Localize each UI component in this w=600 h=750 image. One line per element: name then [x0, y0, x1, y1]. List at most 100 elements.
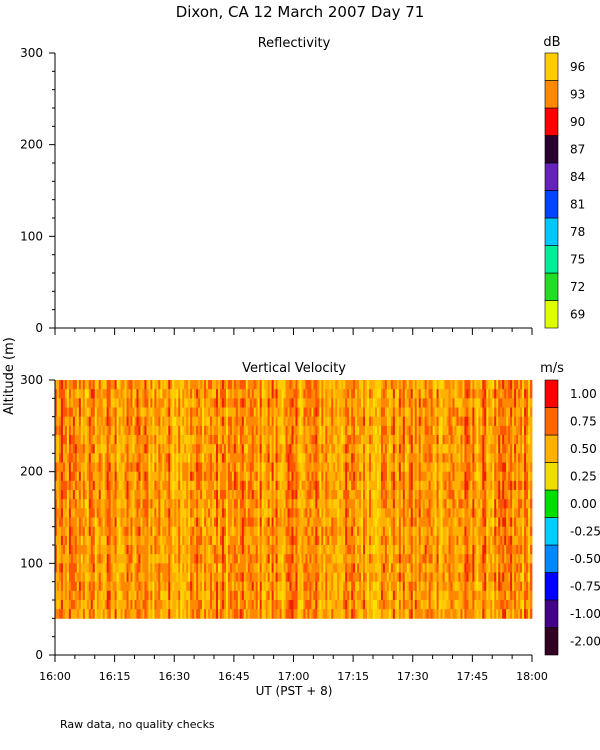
velocity-cell [106, 453, 110, 463]
velocity-cell [420, 435, 424, 445]
velocity-cell [384, 554, 388, 564]
velocity-cell [100, 508, 104, 518]
velocity-cell [361, 554, 364, 564]
velocity-cell [180, 389, 183, 399]
velocity-cell [378, 453, 382, 463]
velocity-cell [62, 398, 66, 408]
velocity-cell [182, 499, 185, 509]
velocity-cell [426, 554, 430, 564]
velocity-cell [416, 499, 420, 509]
velocity-cell [223, 554, 227, 564]
velocity-cell [212, 453, 215, 463]
velocity-cell [273, 554, 277, 564]
velocity-cell [309, 416, 312, 427]
velocity-cell [406, 407, 410, 418]
velocity-cell [259, 380, 263, 390]
velocity-cell [361, 407, 364, 418]
velocity-cell [223, 581, 227, 592]
velocity-cell [243, 380, 247, 390]
velocity-cell [275, 517, 278, 528]
velocity-cell [162, 545, 165, 555]
velocity-cell [281, 398, 284, 408]
velocity-cell [392, 444, 396, 454]
velocity-cell [261, 554, 265, 564]
velocity-cell [388, 416, 392, 427]
velocity-cell [416, 416, 420, 427]
velocity-cell [355, 435, 358, 445]
velocity-cell [98, 453, 102, 463]
velocity-cell [313, 572, 316, 583]
velocity-cell [212, 389, 215, 399]
velocity-cell [56, 554, 60, 564]
velocity-cell [80, 572, 84, 583]
velocity-cell [341, 380, 344, 390]
velocity-cell [359, 416, 362, 427]
velocity-cell [154, 517, 157, 528]
velocity-cell [72, 590, 76, 601]
velocity-cell [321, 499, 324, 509]
velocity-cell [180, 425, 183, 436]
velocity-cell [402, 554, 406, 564]
velocity-cell [400, 490, 404, 500]
velocity-cell [269, 590, 273, 601]
velocity-cell [295, 490, 298, 500]
velocity-cell [297, 462, 300, 473]
velocity-cell [229, 435, 233, 445]
velocity-cell [271, 480, 275, 491]
velocity-cell [184, 581, 187, 592]
velocity-cell [309, 380, 312, 390]
velocity-cell [257, 581, 261, 592]
velocity-cell [120, 389, 123, 399]
velocity-cell [227, 600, 231, 610]
velocity-cell [390, 572, 394, 583]
velocity-cell [130, 407, 133, 418]
velocity-cell [104, 389, 108, 399]
velocity-cell [124, 435, 127, 445]
velocity-cell [249, 389, 253, 399]
velocity-cell [92, 545, 96, 555]
velocity-cell [313, 480, 316, 491]
velocity-cell [231, 471, 235, 482]
velocity-cell [100, 444, 104, 454]
velocity-cell [315, 535, 318, 546]
velocity-cell [325, 462, 328, 473]
velocity-cell [229, 508, 233, 518]
velocity-cell [309, 444, 312, 454]
velocity-cell [200, 416, 203, 427]
velocity-cell [241, 508, 245, 518]
velocity-cell [66, 609, 70, 619]
velocity-cell [363, 499, 366, 509]
velocity-cell [210, 535, 213, 546]
velocity-cell [241, 407, 245, 418]
velocity-cell [156, 609, 159, 619]
velocity-cell [380, 545, 384, 555]
velocity-cell [406, 600, 410, 610]
velocity-cell [184, 480, 187, 491]
velocity-cell [164, 590, 167, 601]
velocity-cell [355, 600, 358, 610]
velocity-cell [273, 581, 277, 592]
velocity-cell [245, 554, 249, 564]
velocity-cell [55, 499, 58, 509]
velocity-cell [273, 444, 277, 454]
velocity-cell [386, 526, 390, 537]
velocity-cell [249, 508, 253, 518]
velocity-cell [231, 398, 235, 408]
velocity-cell [311, 462, 314, 473]
velocity-cell [210, 554, 213, 564]
velocity-cell [162, 407, 165, 418]
velocity-cell [325, 398, 328, 408]
velocity-cell [376, 398, 380, 408]
velocity-cell [225, 380, 229, 390]
velocity-cell [80, 508, 84, 518]
velocity-cell [373, 490, 376, 500]
velocity-cell [196, 471, 199, 482]
velocity-cell [325, 480, 328, 491]
velocity-cell [335, 398, 338, 408]
velocity-cell [299, 380, 302, 390]
velocity-cell [202, 572, 205, 583]
velocity-cell [110, 609, 114, 619]
velocity-cell [339, 563, 342, 573]
velocity-cell [404, 471, 408, 482]
velocity-cell [390, 425, 394, 436]
